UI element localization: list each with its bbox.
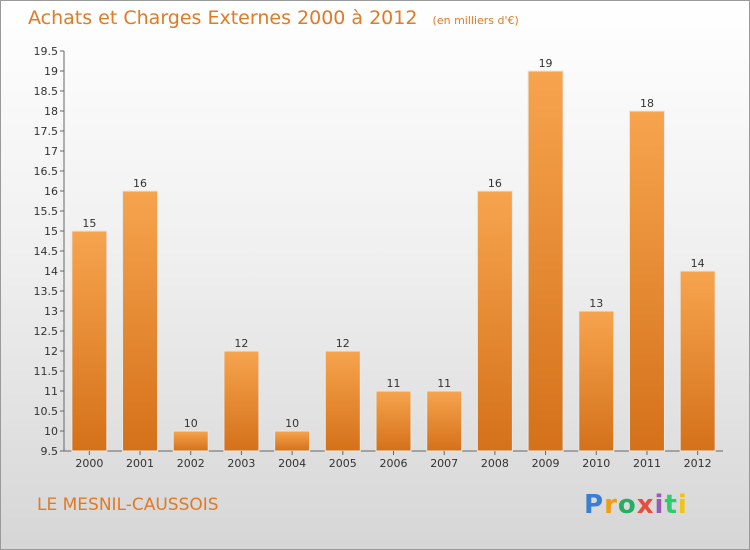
y-tick-label: 15.5 [34, 205, 59, 218]
bar [476, 190, 513, 452]
y-tick-label: 16.5 [34, 165, 59, 178]
logo-letter: r [604, 490, 618, 520]
chart-subtitle: (en milliers d'€) [432, 14, 519, 27]
y-tick-label: 17.5 [34, 125, 59, 138]
y-tick-label: 11.5 [34, 365, 59, 378]
data-label: 16 [488, 177, 502, 190]
data-label: 12 [336, 337, 350, 350]
bar [527, 70, 564, 452]
data-label: 15 [82, 217, 96, 230]
x-tick-label: 2004 [278, 457, 306, 470]
bar [122, 190, 159, 452]
bar [679, 270, 716, 452]
y-tick-label: 9.5 [41, 445, 59, 458]
y-tick-label: 17 [44, 145, 58, 158]
x-tick-label: 2005 [329, 457, 357, 470]
y-tick-label: 13.5 [34, 285, 59, 298]
x-tick-label: 2011 [633, 457, 661, 470]
y-tick-label: 12 [44, 345, 58, 358]
y-tick-label: 18.5 [34, 85, 59, 98]
y-tick-label: 10 [44, 425, 58, 438]
y-tick-label: 14.5 [34, 245, 59, 258]
chart-title: Achats et Charges Externes 2000 à 2012 [28, 7, 418, 29]
x-tick-label: 2003 [227, 457, 255, 470]
y-tick-label: 19 [44, 65, 58, 78]
x-tick-label: 2002 [177, 457, 205, 470]
y-tick-label: 16 [44, 185, 58, 198]
x-tick-label: 2007 [430, 457, 458, 470]
data-label: 10 [184, 417, 198, 430]
y-tick-label: 18 [44, 105, 58, 118]
y-tick-label: 11 [44, 385, 58, 398]
data-label: 18 [640, 97, 654, 110]
data-label: 11 [387, 377, 401, 390]
data-label: 11 [437, 377, 451, 390]
data-label: 12 [234, 337, 248, 350]
y-tick-label: 13 [44, 305, 58, 318]
x-tick-label: 2006 [380, 457, 408, 470]
logo-letter: o [617, 490, 637, 520]
data-label: 13 [589, 297, 603, 310]
x-tick-label: 2010 [582, 457, 610, 470]
bar [426, 390, 463, 452]
y-tick-label: 14 [44, 265, 58, 278]
x-tick-label: 2012 [684, 457, 712, 470]
bar [628, 110, 665, 452]
logo-letter: x [636, 490, 655, 520]
data-label: 19 [539, 57, 553, 70]
proxiti-logo: Proxiti [584, 490, 688, 520]
location-label: LE MESNIL-CAUSSOIS [37, 495, 219, 515]
logo-letter: t [664, 490, 678, 520]
bar [578, 310, 615, 452]
bar [274, 430, 311, 452]
y-tick-label: 10.5 [34, 405, 59, 418]
bar [375, 390, 412, 452]
x-tick-label: 2008 [481, 457, 509, 470]
data-label: 14 [691, 257, 705, 270]
bar [223, 350, 260, 452]
data-label: 16 [133, 177, 147, 190]
logo-letter: P [584, 490, 605, 520]
x-tick-label: 2001 [126, 457, 154, 470]
logo-letter: i [677, 490, 688, 520]
y-tick-label: 12.5 [34, 325, 59, 338]
logo-letter: i [654, 490, 665, 520]
y-tick-label: 15 [44, 225, 58, 238]
bar [324, 350, 361, 452]
x-tick-label: 2000 [75, 457, 103, 470]
x-tick-label: 2009 [532, 457, 560, 470]
data-label: 10 [285, 417, 299, 430]
y-tick-label: 19.5 [34, 45, 59, 58]
bar [172, 430, 209, 452]
title-row: Achats et Charges Externes 2000 à 2012 (… [28, 7, 519, 29]
bar [71, 230, 108, 452]
